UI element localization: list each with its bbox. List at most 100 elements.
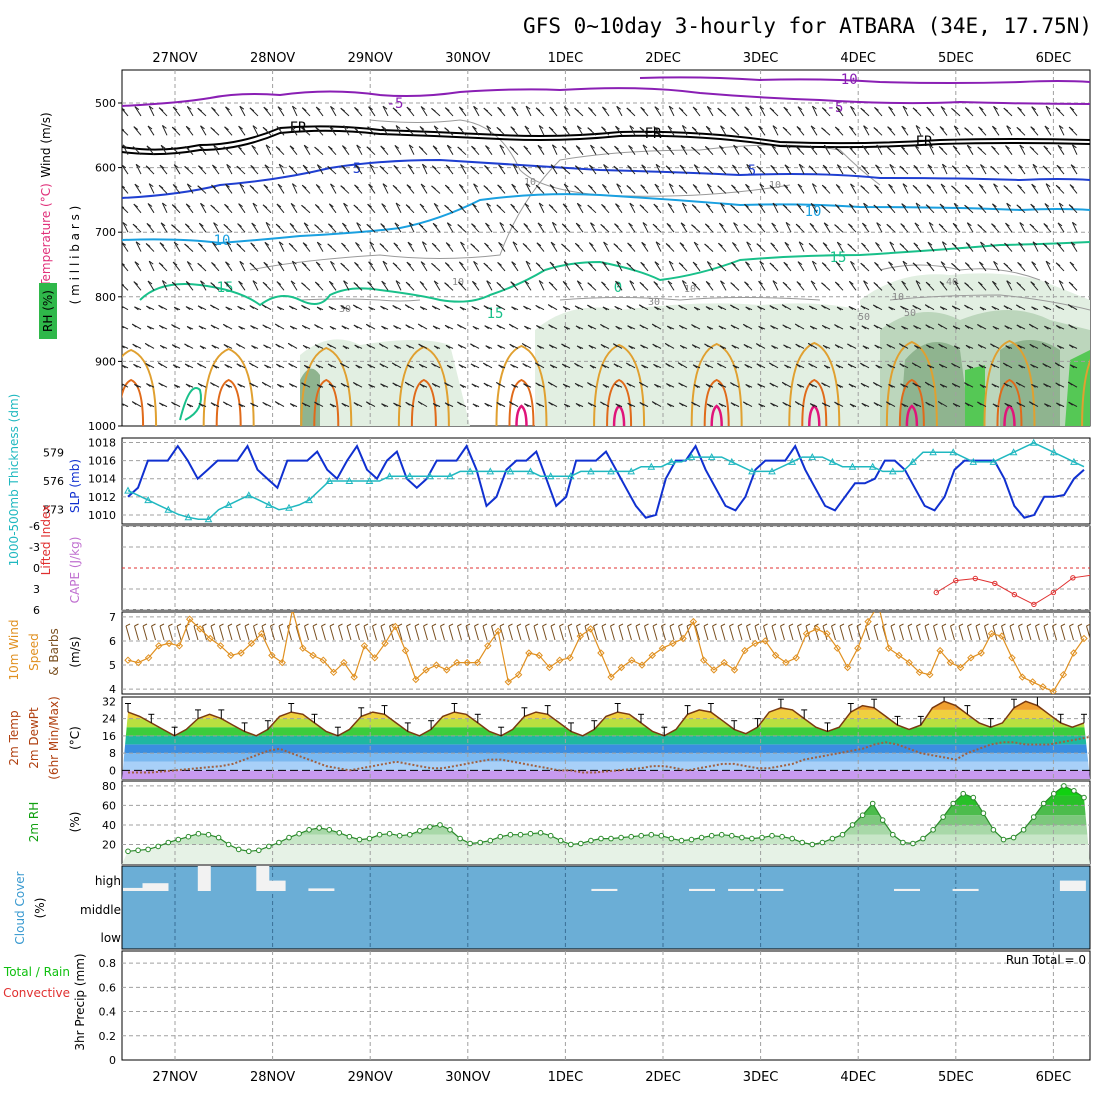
wind-barb-feather — [1030, 203, 1035, 208]
wind-barb-feather — [420, 106, 426, 110]
wind-barb — [537, 222, 545, 233]
wind10-barb — [899, 625, 904, 641]
rh-shade-region — [535, 303, 860, 426]
wind-barb-feather — [1067, 381, 1073, 386]
thickness-point — [949, 448, 958, 456]
wind-barb — [1032, 164, 1039, 175]
wind-barb-feather — [314, 126, 320, 131]
wind-barb-feather — [561, 343, 566, 348]
wind-barb-feather — [706, 403, 712, 408]
wind-barb-feather — [147, 280, 153, 285]
wind-barb-feather — [654, 106, 660, 110]
wind-barb-feather — [914, 345, 919, 349]
wind-barb-feather — [563, 183, 569, 188]
wind-barb — [330, 261, 337, 272]
wind10-point — [1028, 678, 1037, 686]
rh2m-point — [477, 839, 484, 846]
wind-barb-feather — [148, 105, 154, 110]
wind-barb — [328, 203, 337, 214]
rh2m-point — [1030, 814, 1037, 820]
wind10-point — [812, 625, 821, 633]
rh2m-point — [125, 848, 131, 855]
rh2m-point — [879, 817, 886, 823]
wind-barb-feather — [860, 305, 866, 310]
wind-barb-feather — [980, 241, 985, 246]
wind-barb — [733, 144, 740, 155]
wind10-ylabel-unit: (m/s) — [68, 636, 82, 667]
wind-barb-feather — [276, 126, 282, 130]
wind-barb — [198, 145, 207, 155]
wind10-point — [124, 656, 132, 664]
wind-barb-feather — [225, 106, 230, 111]
wind-barb — [914, 145, 922, 155]
wind-barb — [654, 183, 662, 194]
wind-barb-feather — [394, 222, 400, 227]
precip-ylabel: 3hr Precip (mm) — [73, 953, 87, 1050]
wind-barb-feather — [847, 343, 852, 348]
wind-barb-feather — [874, 107, 879, 111]
wind-barb-feather — [199, 345, 205, 350]
wind-barb-feather — [680, 144, 686, 149]
wind-barb — [654, 106, 662, 117]
wind-barb — [797, 106, 805, 117]
wind-barb-feather — [301, 324, 307, 329]
wind-barb-feather — [848, 280, 854, 285]
wind-barb-feather — [185, 306, 191, 311]
rh2m-point — [376, 831, 383, 838]
wind-barb — [161, 202, 168, 214]
lifted-index-point — [972, 575, 978, 582]
wind-barb — [705, 125, 714, 136]
wind-barb — [381, 203, 389, 214]
wind-barb — [473, 261, 480, 272]
wind10-point — [751, 639, 759, 648]
isotherm — [139, 241, 1090, 307]
wind-barb-feather — [679, 242, 685, 247]
wind10-barb — [610, 625, 615, 641]
wind-barb — [720, 203, 727, 214]
wind-barb-feather — [964, 304, 969, 309]
wind-barb-feather — [614, 383, 620, 388]
wind-barb-feather — [706, 261, 712, 265]
wind-barb-feather — [303, 144, 309, 149]
wind10-barb — [380, 625, 386, 641]
wind-barb-feather — [552, 144, 557, 149]
wind10-barb — [729, 625, 734, 641]
wind-barb-feather — [548, 344, 554, 349]
wind-barb-feather — [629, 202, 635, 207]
wind-barb-feather — [382, 105, 388, 110]
dewpt2m-line — [128, 735, 1090, 774]
contour-label: 10 — [684, 284, 696, 295]
rh2m-point — [457, 835, 463, 842]
wind-barb-feather — [627, 325, 632, 330]
wind-barb-feather — [122, 383, 124, 386]
rh2m-point — [688, 836, 695, 843]
wind-barb — [850, 106, 857, 117]
rh2m-point — [296, 830, 302, 837]
thickness-point — [466, 467, 474, 475]
wind-barb — [680, 145, 688, 155]
wind-barb-feather — [549, 261, 555, 266]
wind-barb-feather — [511, 383, 516, 388]
wind-barb-feather — [603, 241, 608, 246]
wind-barb-feather — [563, 261, 569, 265]
wind-barb-feather — [187, 106, 192, 110]
contour-label: 50 — [904, 308, 916, 319]
wind10-barb — [406, 625, 411, 641]
wind-barb-feather — [197, 382, 203, 387]
wind-barb-feather — [704, 145, 710, 150]
wind-barb-feather — [587, 282, 593, 287]
wind-barb-feather — [157, 362, 163, 367]
wind-barb-feather — [148, 260, 154, 265]
wind-barb — [433, 125, 441, 136]
wind10-barb — [423, 625, 428, 641]
rh2m-point — [839, 831, 846, 838]
rh2m-point — [739, 834, 745, 841]
wind-barb-feather — [197, 262, 202, 267]
wind-barb-feather — [886, 343, 892, 348]
wind-barb-feather — [964, 204, 969, 209]
contour-label: 10 — [805, 204, 822, 220]
wind10-barb — [1052, 625, 1057, 641]
wind-barb — [122, 185, 129, 194]
wind-barb-feather — [327, 343, 332, 348]
